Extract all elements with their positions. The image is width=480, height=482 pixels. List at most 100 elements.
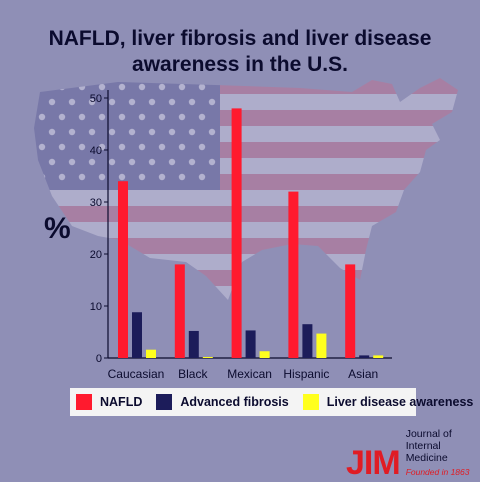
flag-stripe	[34, 206, 458, 222]
flag-star	[128, 158, 136, 166]
flag-star	[78, 173, 86, 181]
flag-star	[178, 173, 186, 181]
flag-star	[48, 128, 56, 136]
flag-star	[158, 83, 166, 91]
legend-label-liver-disease-awareness: Liver disease awareness	[326, 395, 474, 409]
flag-stripe	[34, 110, 458, 126]
flag-star	[68, 128, 76, 136]
flag-stripe	[34, 126, 458, 142]
x-tick-label: Caucasian	[108, 367, 165, 381]
flag-star	[148, 158, 156, 166]
flag-star	[148, 128, 156, 136]
flag-star	[198, 143, 206, 151]
bar-nafld-hispanic	[288, 191, 299, 358]
journal-name: Journal of Internal Medicine Founded in …	[406, 428, 480, 480]
flag-star	[78, 143, 86, 151]
flag-star	[68, 158, 76, 166]
bar-nafld-caucasian	[118, 181, 128, 358]
bar-nafld-black	[174, 264, 185, 358]
bar-advanced-fibrosis-hispanic	[302, 324, 313, 358]
flag-star	[58, 143, 66, 151]
flag-canton	[34, 78, 220, 190]
journal-name-line-1: Journal of	[405, 428, 452, 440]
flag-star	[188, 158, 196, 166]
flag-star	[198, 83, 206, 91]
flag-star	[118, 173, 126, 181]
x-tick-label: Hispanic	[283, 367, 329, 381]
jim-logo-mark: JIM	[346, 444, 401, 482]
flag-star	[48, 98, 56, 106]
bar-liver-disease-awareness-caucasian	[146, 349, 156, 358]
y-axis-label: %	[44, 212, 71, 245]
flag-stripe	[34, 142, 458, 158]
flag-star	[68, 98, 76, 106]
flag-star	[58, 173, 66, 181]
flag-star	[78, 113, 86, 121]
flag-star	[138, 143, 146, 151]
flag-stripe	[34, 174, 458, 190]
flag-star	[138, 113, 146, 121]
flag-star	[188, 98, 196, 106]
flag-star	[88, 128, 96, 136]
bar-liver-disease-awareness-black	[202, 356, 213, 358]
bar-advanced-fibrosis-mexican	[245, 330, 256, 358]
legend-swatch-liver-disease-awareness	[302, 394, 319, 410]
flag-star	[88, 98, 96, 106]
bar-liver-disease-awareness-asian	[373, 355, 384, 358]
flag-stripe	[34, 94, 458, 110]
bar-advanced-fibrosis-asian	[359, 355, 370, 358]
flag-stripe	[34, 222, 458, 238]
bar-advanced-fibrosis-black	[188, 330, 199, 358]
flag-star	[168, 128, 176, 136]
flag-star	[178, 83, 186, 91]
legend: NAFLD Advanced fibrosis Liver disease aw…	[70, 388, 473, 416]
flag-star	[98, 173, 106, 181]
flag-star	[108, 158, 116, 166]
flag-star	[128, 98, 136, 106]
flag-star	[158, 173, 166, 181]
y-tick-label: 40	[90, 145, 102, 157]
flag-star	[198, 113, 206, 121]
y-tick-label: 20	[90, 249, 102, 261]
flag-star	[118, 113, 126, 121]
bar-nafld-mexican	[231, 108, 242, 359]
flag-star	[148, 98, 156, 106]
bar-nafld-asian	[345, 264, 356, 358]
flag-star	[118, 83, 126, 91]
flag-star	[128, 128, 136, 136]
legend-label-advanced-fibrosis: Advanced fibrosis	[180, 395, 289, 409]
flag-star	[178, 113, 186, 121]
y-tick-label: 30	[90, 197, 102, 209]
flag-star	[138, 83, 146, 91]
flag-star	[208, 158, 216, 166]
flag-star	[108, 128, 116, 136]
flag-star	[58, 113, 66, 121]
x-tick-label: Asian	[348, 367, 378, 381]
legend-label-nafld: NAFLD	[100, 395, 143, 409]
flag-star	[118, 143, 126, 151]
legend-item-liver-disease-awareness: Liver disease awareness	[302, 394, 474, 410]
flag-star	[98, 83, 106, 91]
bar-liver-disease-awareness-mexican	[259, 351, 270, 358]
chart-title-line-1: NAFLD, liver fibrosis and liver disease	[48, 27, 432, 50]
flag-star	[168, 158, 176, 166]
flag-star	[158, 113, 166, 121]
flag-stripe	[34, 238, 458, 254]
flag-stripe	[34, 190, 458, 206]
legend-item-nafld: NAFLD	[76, 394, 142, 410]
flag-star	[98, 113, 106, 121]
y-tick-label: 50	[90, 93, 102, 105]
flag-stripe	[34, 158, 458, 174]
flag-star	[88, 158, 96, 166]
legend-swatch-nafld	[76, 394, 92, 410]
flag-star	[198, 173, 206, 181]
flag-star	[48, 158, 56, 166]
flag-star	[138, 173, 146, 181]
flag-star	[98, 143, 106, 151]
chart-title-line-2: awareness in the U.S.	[132, 53, 348, 76]
journal-logo: JIM Journal of Internal Medicine Founded…	[346, 428, 480, 480]
y-tick-label: 0	[96, 353, 102, 365]
flag-star	[178, 143, 186, 151]
